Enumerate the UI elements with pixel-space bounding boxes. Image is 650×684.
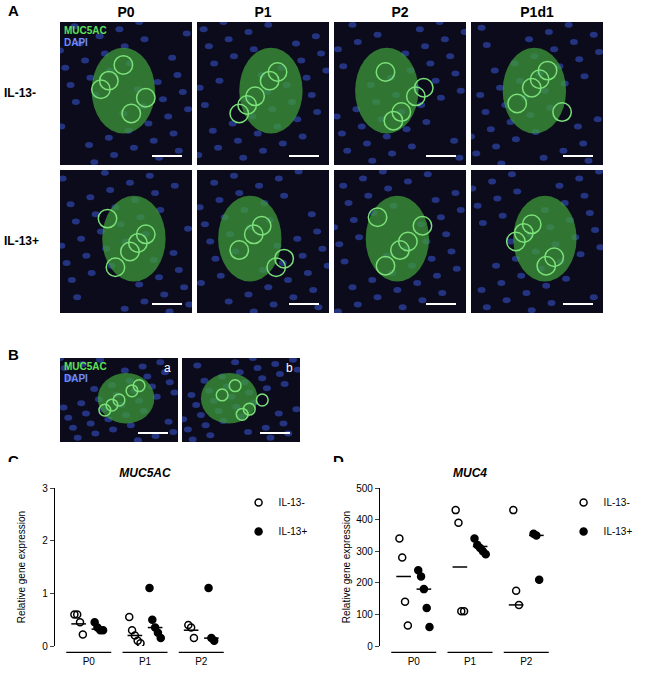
html-text:P1: P1 (254, 4, 272, 20)
html-text:MUC5AC: MUC5AC (64, 25, 107, 36)
html-text:DAPI: DAPI (64, 373, 88, 384)
svg-text:P2: P2 (520, 656, 533, 667)
svg-text:IL-13-: IL-13- (604, 497, 630, 508)
svg-text:500: 500 (356, 483, 373, 494)
html-text:IL-13+: IL-13+ (4, 234, 39, 248)
svg-text:IL-13+: IL-13+ (279, 526, 308, 537)
svg-text:Relative gene expression: Relative gene expression (341, 511, 352, 623)
html-text:IL-13-: IL-13- (4, 86, 36, 100)
html-text:P0: P0 (117, 4, 135, 20)
svg-text:P2: P2 (195, 656, 208, 667)
html-text:P1d1: P1d1 (520, 4, 554, 20)
svg-text:3: 3 (42, 483, 48, 494)
svg-text:300: 300 (356, 546, 373, 557)
svg-text:P1: P1 (464, 656, 477, 667)
svg-text:MUC4: MUC4 (453, 466, 487, 480)
html-text:A: A (8, 2, 19, 19)
svg-text:IL-13+: IL-13+ (604, 526, 633, 537)
svg-text:400: 400 (356, 514, 373, 525)
svg-text:2: 2 (42, 535, 48, 546)
html-text:DAPI: DAPI (64, 37, 88, 48)
svg-text:P1: P1 (139, 656, 152, 667)
svg-text:MUC5AC: MUC5AC (119, 466, 171, 480)
svg-text:1: 1 (42, 588, 48, 599)
svg-text:P0: P0 (83, 656, 96, 667)
svg-text:0: 0 (42, 641, 48, 652)
html-text:D: D (333, 452, 344, 469)
html-text:P2: P2 (391, 4, 409, 20)
html-text:b: b (286, 361, 293, 375)
svg-text:Relative gene expression: Relative gene expression (16, 511, 27, 623)
svg-text:P0: P0 (408, 656, 421, 667)
svg-text:100: 100 (356, 609, 373, 620)
html-text:a: a (164, 361, 171, 375)
svg-text:200: 200 (356, 577, 373, 588)
html-text:C: C (8, 452, 19, 469)
svg-text:IL-13-: IL-13- (279, 497, 305, 508)
html-text:B: B (8, 346, 19, 363)
html-text:MUC5AC: MUC5AC (64, 361, 107, 372)
svg-text:0: 0 (367, 641, 373, 652)
